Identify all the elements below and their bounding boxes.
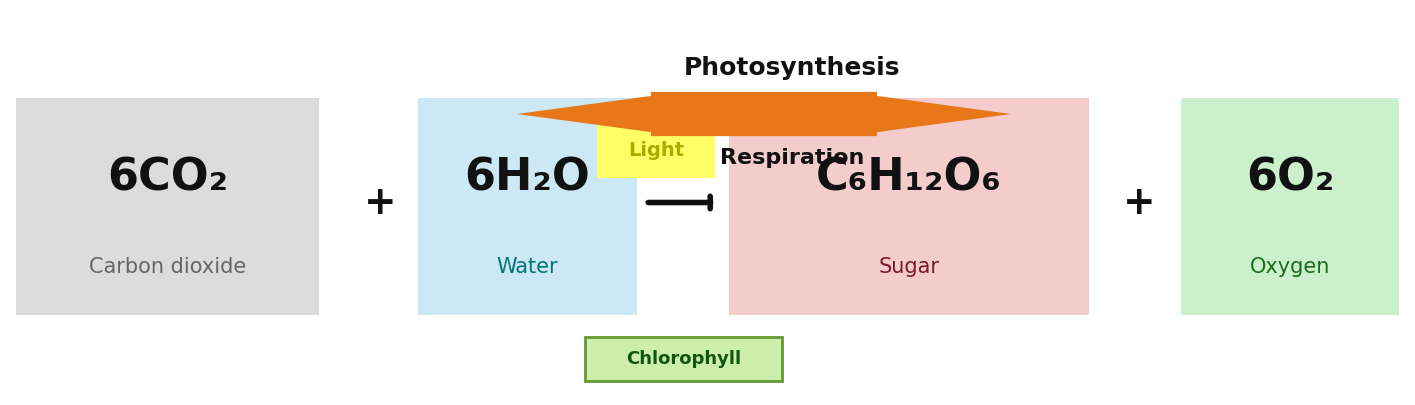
Text: 6O₂: 6O₂: [1245, 157, 1334, 200]
Text: 6CO₂: 6CO₂: [106, 157, 228, 200]
FancyBboxPatch shape: [597, 122, 715, 178]
FancyBboxPatch shape: [16, 98, 320, 315]
Text: +: +: [364, 183, 396, 222]
Polygon shape: [516, 92, 1012, 136]
Text: Water: Water: [497, 257, 559, 277]
Text: 6H₂O: 6H₂O: [464, 157, 590, 200]
Text: Respiration: Respiration: [720, 148, 865, 168]
Text: Chlorophyll: Chlorophyll: [625, 350, 741, 369]
Text: Oxygen: Oxygen: [1249, 257, 1330, 277]
FancyBboxPatch shape: [1180, 98, 1399, 315]
Text: Carbon dioxide: Carbon dioxide: [89, 257, 246, 277]
Text: +: +: [1124, 183, 1156, 222]
FancyBboxPatch shape: [417, 98, 637, 315]
Text: Sugar: Sugar: [879, 257, 940, 277]
FancyBboxPatch shape: [729, 98, 1088, 315]
FancyBboxPatch shape: [584, 337, 782, 382]
Text: C₆H₁₂O₆: C₆H₁₂O₆: [816, 157, 1002, 200]
Text: Photosynthesis: Photosynthesis: [683, 56, 900, 80]
Text: Light: Light: [628, 141, 683, 160]
